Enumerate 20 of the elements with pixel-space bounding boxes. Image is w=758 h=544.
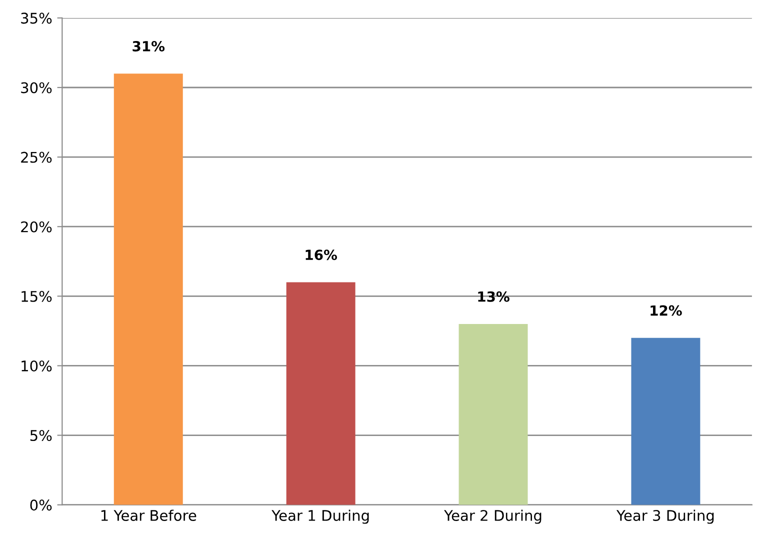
y-tick-label: 15% (22, 290, 52, 302)
data-label: 16% (306, 250, 338, 260)
data-label: 13% (478, 291, 510, 302)
x-tick-label: Year 3 During (616, 510, 714, 524)
bar (458, 324, 528, 505)
bar (114, 74, 183, 505)
y-tick-label: 30% (21, 82, 52, 94)
y-tick-label: 10% (22, 360, 52, 372)
y-tick-label: 20% (21, 221, 52, 232)
bar (286, 282, 356, 505)
data-label: 12% (650, 305, 682, 316)
x-tick-label: Year 1 During (272, 510, 369, 524)
y-tick-label: 5% (30, 430, 52, 442)
y-tick-label: 25% (21, 152, 52, 163)
data-label: 31% (132, 40, 165, 52)
x-tick-label: 1 Year Before (101, 510, 196, 521)
x-tick-label: Year 2 During (444, 510, 542, 524)
y-tick-label: 0% (30, 500, 52, 511)
y-tick-label: 35% (21, 12, 52, 24)
bar (631, 338, 700, 505)
